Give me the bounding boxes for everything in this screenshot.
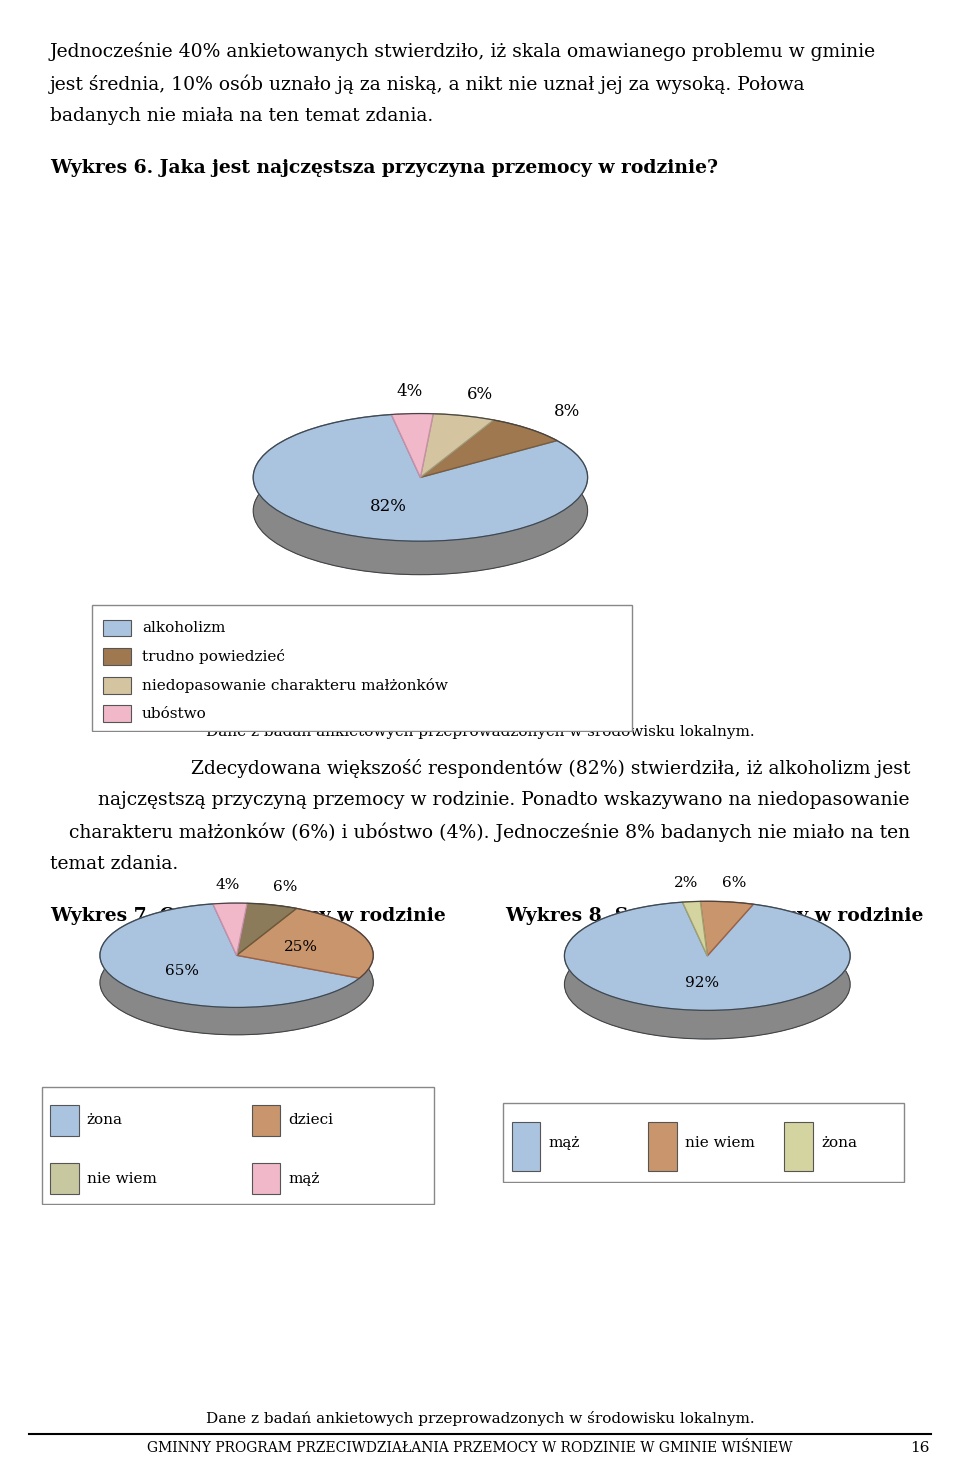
Polygon shape: [433, 414, 493, 454]
Polygon shape: [213, 904, 247, 932]
Polygon shape: [100, 904, 359, 1007]
Polygon shape: [700, 901, 754, 933]
Text: charakteru małżonków (6%) i ubóstwo (4%). Jednocześnie 8% badanych nie miało na : charakteru małżonków (6%) i ubóstwo (4%)…: [69, 822, 910, 843]
Text: żona: żona: [821, 1136, 857, 1149]
Text: nie wiem: nie wiem: [685, 1136, 755, 1149]
Text: 82%: 82%: [371, 498, 407, 515]
Text: ubóstwo: ubóstwo: [142, 707, 206, 720]
FancyBboxPatch shape: [51, 1162, 79, 1195]
Text: Zdecydowana większość respondentów (82%) stwierdziła, iż alkoholizm jest: Zdecydowana większość respondentów (82%)…: [191, 759, 910, 778]
FancyBboxPatch shape: [648, 1123, 677, 1171]
Polygon shape: [700, 901, 754, 955]
FancyBboxPatch shape: [103, 705, 131, 722]
Ellipse shape: [100, 930, 373, 1035]
Text: 6%: 6%: [467, 386, 492, 402]
Polygon shape: [564, 902, 850, 1038]
Text: mąż: mąż: [549, 1136, 580, 1149]
Text: dzieci: dzieci: [288, 1114, 333, 1127]
Text: trudno powiedzieć: trudno powiedzieć: [142, 649, 285, 664]
Polygon shape: [420, 420, 557, 478]
Polygon shape: [392, 414, 433, 478]
Text: 2%: 2%: [674, 876, 698, 890]
Polygon shape: [236, 904, 297, 955]
Text: 65%: 65%: [165, 964, 199, 978]
Text: temat zdania.: temat zdania.: [50, 855, 179, 873]
Text: niedopasowanie charakteru małżonków: niedopasowanie charakteru małżonków: [142, 677, 448, 692]
Polygon shape: [392, 414, 433, 448]
Text: 25%: 25%: [284, 939, 318, 954]
FancyBboxPatch shape: [784, 1123, 813, 1171]
Polygon shape: [297, 908, 373, 1006]
Text: 8%: 8%: [554, 404, 580, 420]
Ellipse shape: [564, 930, 851, 1038]
Polygon shape: [683, 901, 700, 930]
FancyBboxPatch shape: [252, 1162, 280, 1195]
Text: 6%: 6%: [722, 876, 746, 890]
FancyBboxPatch shape: [103, 648, 131, 666]
FancyBboxPatch shape: [512, 1123, 540, 1171]
Text: GMINNY PROGRAM PRZECIWDZIAŁANIA PRZEMOCY W RODZINIE W GMINIE WIŚNIEW: GMINNY PROGRAM PRZECIWDZIAŁANIA PRZEMOCY…: [147, 1441, 793, 1455]
Text: alkoholizm: alkoholizm: [142, 621, 226, 634]
Polygon shape: [247, 904, 297, 936]
Polygon shape: [253, 414, 588, 575]
Polygon shape: [683, 901, 708, 955]
Text: 4%: 4%: [215, 879, 240, 892]
Text: Dane z badań ankietowych przeprowadzonych w środowisku lokalnym.: Dane z badań ankietowych przeprowadzonyc…: [205, 1411, 755, 1426]
FancyBboxPatch shape: [503, 1103, 903, 1182]
FancyBboxPatch shape: [51, 1105, 79, 1136]
Text: 6%: 6%: [273, 880, 298, 895]
Text: nie wiem: nie wiem: [86, 1171, 156, 1186]
Polygon shape: [236, 908, 373, 978]
Text: jest średnia, 10% osób uznało ją za niską, a nikt nie uznał jej za wysoką. Połow: jest średnia, 10% osób uznało ją za nisk…: [50, 74, 805, 93]
FancyBboxPatch shape: [252, 1105, 280, 1136]
Polygon shape: [564, 902, 851, 1010]
Text: mąż: mąż: [288, 1171, 320, 1186]
Text: 4%: 4%: [396, 383, 422, 399]
Text: 92%: 92%: [684, 976, 719, 989]
Text: Dane z badań ankietowych przeprowadzonych w środowisku lokalnym.: Dane z badań ankietowych przeprowadzonyc…: [205, 725, 755, 740]
Polygon shape: [213, 904, 247, 955]
Polygon shape: [253, 414, 588, 541]
Text: Wykres 8. Sprawcy przemocy w rodzinie: Wykres 8. Sprawcy przemocy w rodzinie: [505, 907, 924, 924]
Text: żona: żona: [86, 1114, 123, 1127]
Text: badanych nie miała na ten temat zdania.: badanych nie miała na ten temat zdania.: [50, 106, 433, 126]
Text: Wykres 6. Jaka jest najczęstsza przyczyna przemocy w rodzinie?: Wykres 6. Jaka jest najczęstsza przyczyn…: [50, 160, 718, 177]
Ellipse shape: [253, 447, 588, 575]
Text: Wykres 7. Ofiary przemocy w rodzinie: Wykres 7. Ofiary przemocy w rodzinie: [50, 907, 445, 924]
Text: 16: 16: [910, 1441, 930, 1455]
Polygon shape: [420, 414, 493, 478]
FancyBboxPatch shape: [42, 1087, 434, 1204]
Polygon shape: [100, 904, 359, 1035]
Text: najczęstszą przyczyną przemocy w rodzinie. Ponadto wskazywano na niedopasowanie: najczęstszą przyczyną przemocy w rodzini…: [99, 791, 910, 809]
FancyBboxPatch shape: [103, 620, 131, 636]
FancyBboxPatch shape: [92, 605, 632, 731]
Text: Jednocześnie 40% ankietowanych stwierdziło, iż skala omawianego problemu w gmini: Jednocześnie 40% ankietowanych stwierdzi…: [50, 41, 876, 61]
FancyBboxPatch shape: [103, 677, 131, 694]
Polygon shape: [493, 420, 557, 475]
